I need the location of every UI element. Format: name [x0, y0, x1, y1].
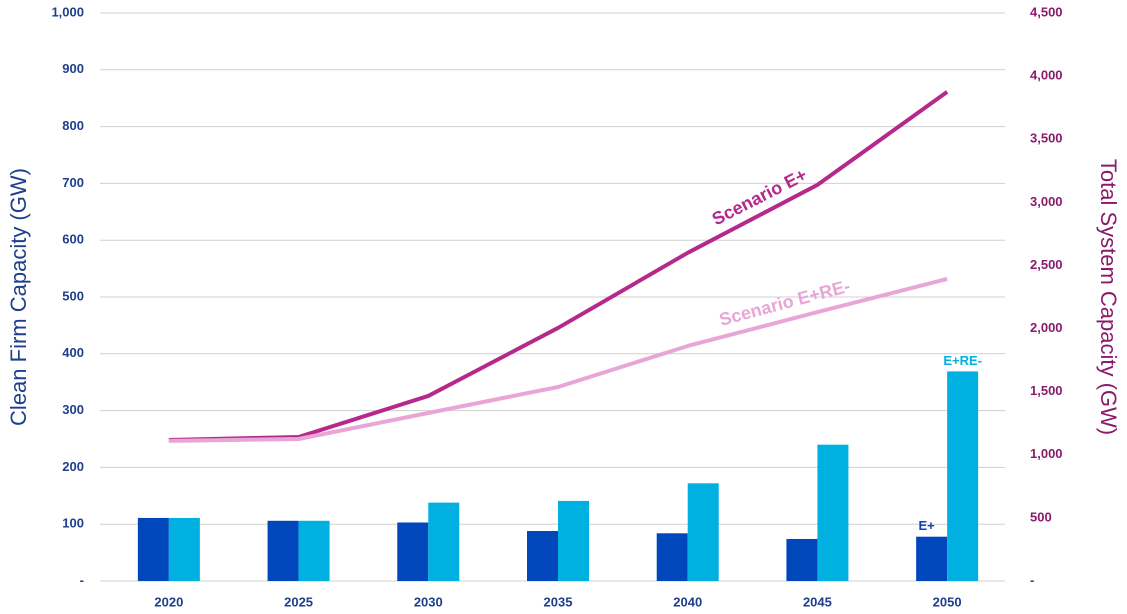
bar — [267, 520, 299, 581]
y-tick-label: 100 — [62, 516, 84, 531]
bar — [687, 483, 719, 581]
y-tick-label: - — [80, 572, 84, 587]
bar — [428, 502, 460, 581]
x-tick-label: 2030 — [414, 594, 443, 609]
y-tick-label: 800 — [62, 118, 84, 133]
bar — [137, 517, 169, 581]
bar-series-label: E+RE- — [943, 353, 982, 368]
y-tick-label: 900 — [62, 61, 84, 76]
x-tick-label: 2025 — [284, 594, 313, 609]
y2-tick-label: 1,500 — [1030, 383, 1063, 398]
x-tick-label: 2035 — [544, 594, 573, 609]
x-tick-label: 2040 — [673, 594, 702, 609]
y-tick-label: 300 — [62, 402, 84, 417]
bar-series-label: E+ — [919, 518, 936, 533]
bar — [786, 538, 818, 581]
y-tick-label: 700 — [62, 175, 84, 190]
bar — [527, 531, 558, 581]
y2-tick-label: 4,000 — [1030, 68, 1063, 83]
y2-tick-label: 3,000 — [1030, 194, 1063, 209]
bar — [298, 520, 330, 581]
y2-axis-label: Total System Capacity (GW) — [1096, 159, 1121, 435]
y2-tick-label: 3,500 — [1030, 131, 1063, 146]
y2-tick-label: 4,500 — [1030, 4, 1063, 19]
bar — [558, 500, 589, 581]
y-tick-label: 400 — [62, 345, 84, 360]
bar — [947, 371, 979, 581]
y2-tick-label: 2,500 — [1030, 257, 1063, 272]
y-tick-label: 200 — [62, 459, 84, 474]
y-tick-label: 1,000 — [51, 4, 84, 19]
y-tick-label: 600 — [62, 232, 84, 247]
bar — [168, 517, 200, 581]
y-axis-label: Clean Firm Capacity (GW) — [6, 168, 31, 426]
bar — [656, 533, 688, 581]
x-tick-label: 2050 — [933, 594, 962, 609]
bar — [817, 444, 849, 581]
y-tick-label: 500 — [62, 288, 84, 303]
line — [168, 277, 948, 443]
x-tick-label: 2045 — [803, 594, 832, 609]
bar — [397, 522, 429, 581]
y2-tick-label: 1,000 — [1030, 446, 1063, 461]
y2-tick-label: 2,000 — [1030, 320, 1063, 335]
y2-tick-label: 500 — [1030, 509, 1052, 524]
y2-tick-label: - — [1030, 572, 1034, 587]
x-tick-label: 2020 — [154, 594, 183, 609]
bar — [916, 536, 948, 581]
